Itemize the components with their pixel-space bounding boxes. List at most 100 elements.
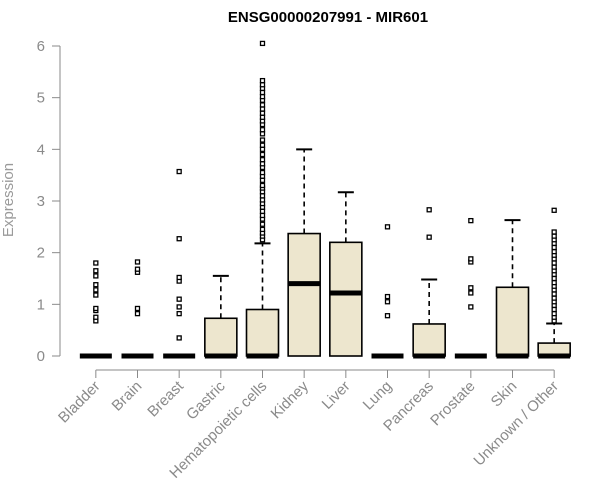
x-tick-label-2: Breast [144,377,187,420]
outlier-4-23 [259,142,266,148]
outlier-11-18 [551,248,557,255]
outlier-9-2 [468,285,474,291]
outlier-9-4 [468,256,474,262]
outlier-11-23 [551,229,557,235]
outlier-2-5 [176,274,182,281]
outlier-0-3 [93,305,99,312]
x-tick-label-6: Liver [319,378,354,413]
outlier-0-5 [93,287,99,293]
outlier-11-22 [551,233,557,239]
outlier-4-30 [259,110,266,116]
box-1 [121,259,154,359]
outlier-4-37 [259,82,266,88]
outlier-11-2 [551,310,557,317]
outlier-1-1 [134,305,141,312]
outlier-0-4 [93,292,99,298]
outlier-4-7 [259,208,266,214]
outlier-11-24 [551,207,557,213]
outlier-4-14 [259,182,266,189]
x-tick-label-1: Brain [109,378,146,415]
outlier-9-5 [468,217,474,224]
outlier-7-3 [384,224,391,230]
outlier-7-2 [384,293,391,300]
outlier-1-3 [134,266,141,272]
outlier-4-11 [259,193,266,199]
outlier-1-0 [134,310,141,317]
outlier-11-14 [551,264,557,270]
box-7 [371,224,404,359]
outlier-2-2 [176,304,182,310]
box-body-4 [245,308,280,357]
outlier-2-3 [176,296,182,302]
outlier-0-9 [93,260,99,266]
x-tick-label-5: Kidney [268,377,313,422]
outlier-4-25 [259,131,266,137]
box-8 [412,207,446,359]
y-tick-label-1: 1 [37,296,45,313]
outlier-11-11 [551,275,557,282]
box-6 [329,191,363,357]
outlier-4-4 [259,221,266,227]
outlier-4-38 [259,77,266,84]
y-tick-label-4: 4 [37,141,45,158]
box-body-8 [412,323,446,357]
outlier-0-8 [93,268,99,274]
outlier-11-6 [551,295,557,301]
outlier-11-3 [551,306,557,313]
outlier-4-26 [259,127,266,133]
y-tick-label-3: 3 [37,193,45,210]
x-tick-label-9: Prostate [427,378,479,430]
outlier-2-0 [176,335,182,341]
box-9 [454,217,487,359]
outlier-4-21 [259,151,266,158]
box-4 [245,40,280,359]
box-5 [287,148,321,357]
box-body-6 [329,241,363,357]
outlier-4-34 [259,93,266,100]
box-body-5 [287,232,321,357]
box-body-3 [204,317,238,357]
outlier-7-1 [384,299,391,305]
y-tick-label-2: 2 [37,245,45,262]
outlier-4-17 [259,169,266,176]
outlier-8-0 [426,234,432,240]
x-tick-label-7: Lung [360,378,396,414]
box-10 [495,219,530,359]
box-2 [163,168,196,359]
x-tick-label-0: Bladder [55,378,104,427]
outlier-11-15 [551,260,557,266]
outlier-9-1 [468,290,474,296]
outlier-4-15 [259,177,266,183]
x-tick-label-10: Skin [488,378,521,411]
y-tick-label-5: 5 [37,90,45,107]
outlier-4-20 [259,157,266,163]
outlier-4-6 [259,212,266,219]
outlier-0-6 [93,282,99,288]
outlier-7-0 [384,313,391,319]
y-axis-label: Expression [0,163,17,237]
outlier-4-10 [259,197,266,203]
y-axis: 0 1 2 3 4 5 6 [37,38,61,365]
outlier-2-7 [176,168,182,175]
outlier-4-19 [259,161,266,167]
outlier-9-0 [468,304,474,310]
y-tick-label-0: 0 [37,348,45,365]
outlier-4-24 [259,137,266,143]
outlier-11-7 [551,291,557,297]
outlier-11-19 [551,244,557,251]
outlier-4-3 [259,226,266,233]
y-tick-label-6: 6 [37,38,45,55]
outlier-4-32 [259,102,266,108]
outlier-4-39 [259,40,266,47]
outlier-8-1 [426,207,432,213]
outlier-1-4 [134,259,141,265]
box-11 [537,207,571,359]
outlier-4-29 [259,114,266,120]
box-series [79,40,571,359]
outlier-4-22 [259,146,266,152]
outlier-4-35 [259,89,266,96]
box-3 [204,274,238,359]
